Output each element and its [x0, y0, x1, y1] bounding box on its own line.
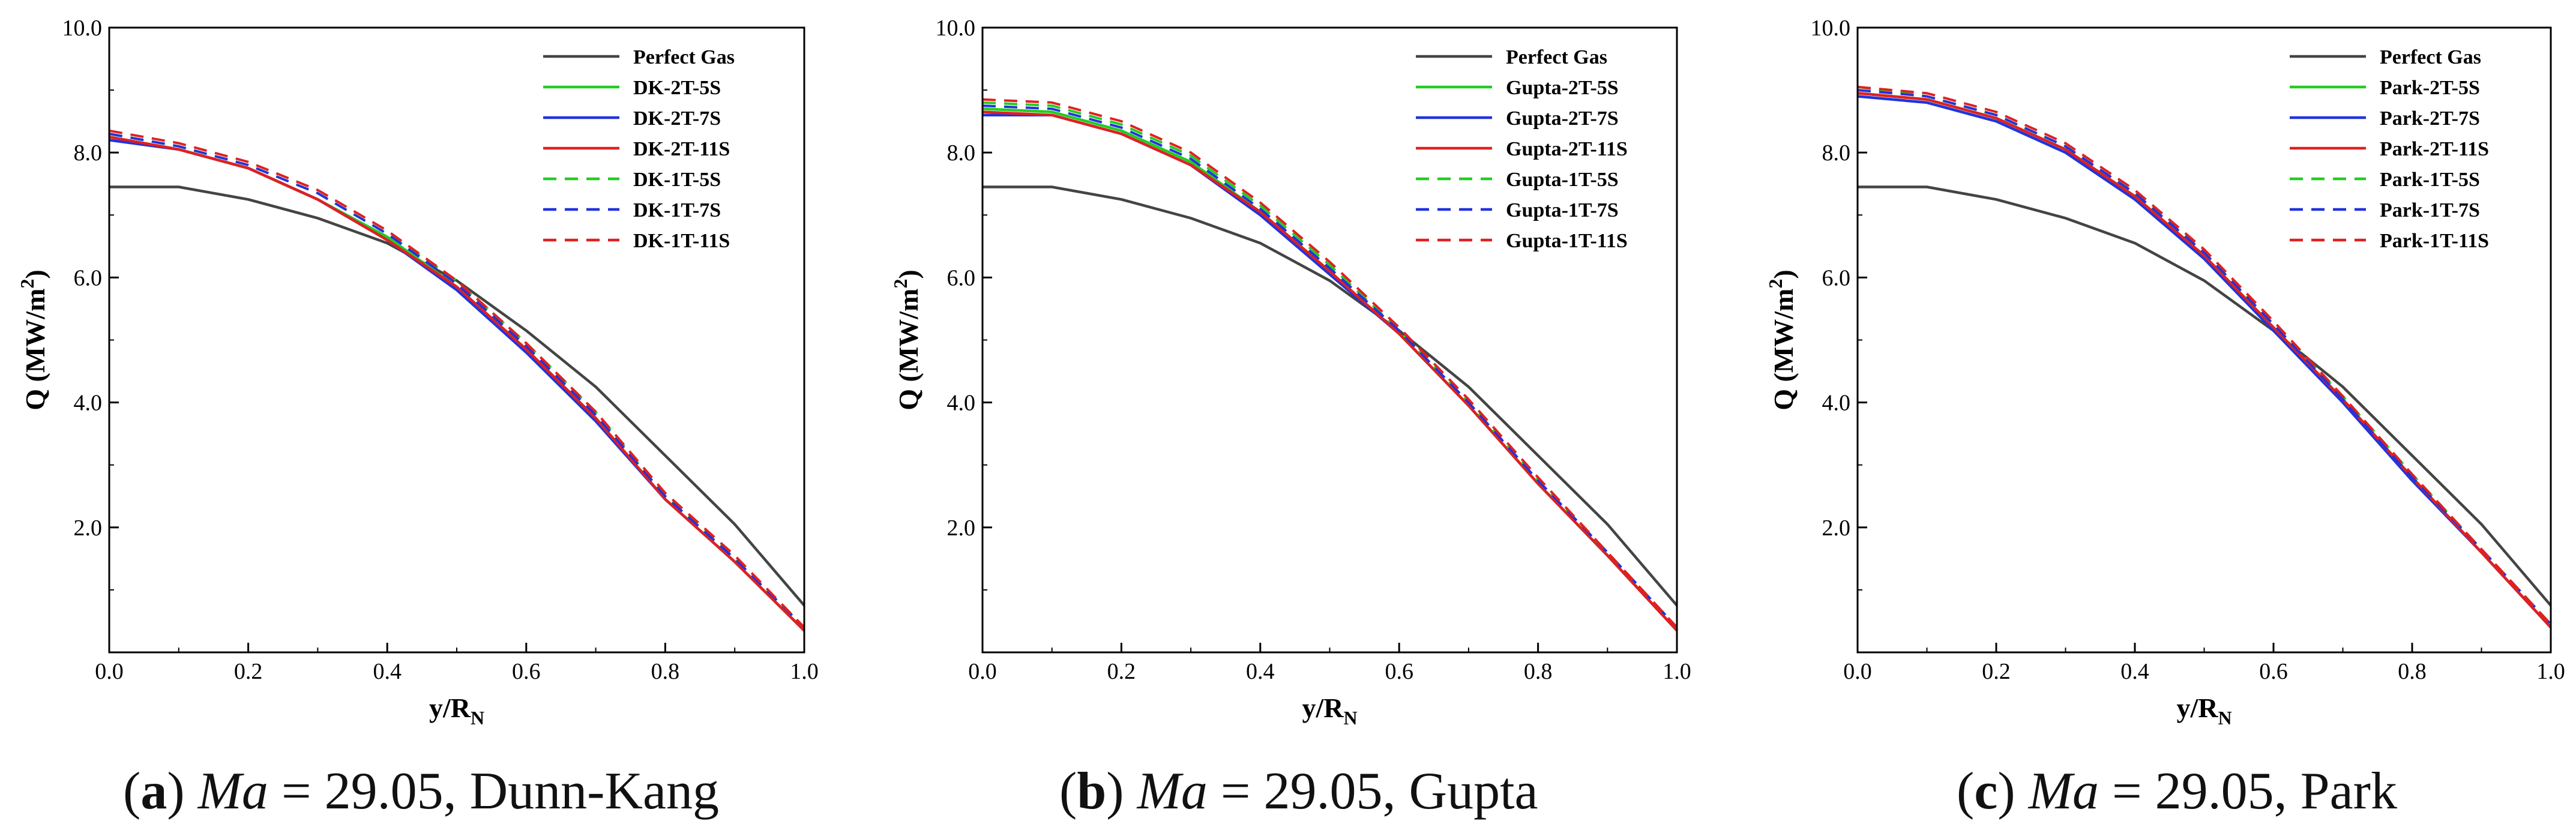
y-tick-label: 6.0	[947, 265, 976, 290]
legend-label: DK-1T-7S	[633, 199, 721, 221]
x-tick-label: 0.2	[1982, 659, 2011, 684]
legend-label: Perfect Gas	[633, 46, 735, 68]
legend-label: Park-1T-7S	[2380, 199, 2480, 221]
x-tick-label: 0.2	[1107, 659, 1136, 684]
y-tick-label: 4.0	[947, 391, 976, 416]
x-axis-label: y/RN	[1302, 693, 1357, 729]
x-tick-label: 0.0	[1843, 659, 1872, 684]
x-axis-label: y/RN	[2176, 693, 2231, 729]
legend-label: Gupta-1T-7S	[1506, 199, 1619, 221]
x-tick-label: 0.2	[234, 659, 263, 684]
x-tick-label: 0.4	[373, 659, 402, 684]
plot-frame	[981, 26, 1678, 654]
legend-label: DK-2T-7S	[633, 107, 721, 130]
y-tick-label: 10.0	[1811, 16, 1851, 41]
caption-b: (b) Ma = 29.05, Gupta	[1059, 762, 1538, 820]
x-tick-label: 0.8	[651, 659, 680, 684]
series-line-gupta-1t-5s	[982, 101, 1678, 628]
series-line-park-2t-11s	[1857, 92, 2552, 628]
x-tick-label: 1.0	[2536, 659, 2565, 684]
series-line-dk-1t-11s	[109, 129, 805, 628]
y-tick-label: 4.0	[74, 391, 103, 416]
legend-label: Gupta-2T-7S	[1506, 107, 1619, 130]
y-tick-label: 8.0	[947, 140, 976, 166]
series-line-park-2t-7s	[1857, 95, 2552, 628]
x-tick-label: 0.0	[968, 659, 997, 684]
y-axis-label: Q (MW/m2)	[889, 269, 924, 410]
y-tick-label: 2.0	[1822, 516, 1851, 541]
series-line-dk-2t-11s	[109, 135, 805, 632]
legend-label: Park-1T-11S	[2380, 230, 2489, 252]
legend-label: Park-1T-5S	[2380, 169, 2480, 191]
chart-panel-2: 0.0 0.2 0.4 0.6 0.8 1.0 2.0 4.0 6.0 8.0 10.0 Perfec…	[1765, 16, 2565, 729]
y-tick-label: 4.0	[1822, 391, 1851, 416]
legend-label: Perfect Gas	[2380, 46, 2481, 68]
y-tick-label: 6.0	[74, 265, 103, 290]
caption-a: (a) Ma = 29.05, Dunn-Kang	[123, 762, 720, 820]
x-tick-label: 0.0	[95, 659, 124, 684]
series-line-park-1t-11s	[1857, 85, 2552, 625]
x-tick-label: 0.6	[2259, 659, 2288, 684]
series-line-perfect gas	[1858, 185, 2552, 607]
x-tick-label: 1.0	[790, 659, 819, 684]
chart-panel-0: 0.0 0.2 0.4 0.6 0.8 1.0 2.0 4.0 6.0 8.0 10.0 Perfec…	[16, 16, 819, 729]
x-axis-label: y/RN	[429, 693, 484, 729]
legend-label: DK-2T-5S	[633, 77, 721, 99]
chart-panel-1: 0.0 0.2 0.4 0.6 0.8 1.0 2.0 4.0 6.0 8.0 10.0 Perfec…	[889, 16, 1691, 729]
x-tick-label: 0.6	[512, 659, 541, 684]
y-tick-label: 6.0	[1822, 265, 1851, 290]
series-line-gupta-2t-11s	[982, 110, 1678, 632]
x-tick-label: 0.4	[1246, 659, 1275, 684]
legend-label: DK-1T-11S	[633, 230, 730, 252]
series-line-perfect gas	[983, 185, 1678, 607]
plot-frame	[1856, 26, 2552, 654]
x-tick-label: 1.0	[1663, 659, 1691, 684]
y-tick-label: 8.0	[74, 140, 103, 166]
legend-label: DK-2T-11S	[633, 138, 730, 160]
legend-label: Perfect Gas	[1506, 46, 1607, 68]
x-tick-label: 0.8	[1524, 659, 1553, 684]
y-tick-label: 10.0	[62, 16, 103, 41]
series-line-park-1t-5s	[1857, 85, 2552, 625]
plot-frame	[108, 26, 805, 654]
y-tick-label: 2.0	[947, 516, 976, 541]
legend-label: Gupta-1T-5S	[1506, 169, 1619, 191]
y-axis-label: Q (MW/m2)	[16, 269, 50, 410]
legend-label: Gupta-1T-11S	[1506, 230, 1628, 252]
caption-c: (c) Ma = 29.05, Park	[1957, 762, 2397, 820]
y-tick-label: 2.0	[74, 516, 103, 541]
legend-label: Gupta-2T-5S	[1506, 77, 1619, 99]
series-line-gupta-1t-7s	[982, 104, 1678, 628]
y-tick-label: 8.0	[1822, 140, 1851, 166]
legend-label: Park-2T-11S	[2380, 138, 2489, 160]
series-line-perfect gas	[109, 185, 805, 607]
legend-label: Park-2T-5S	[2380, 77, 2480, 99]
y-tick-label: 10.0	[936, 16, 976, 41]
x-tick-label: 0.4	[2120, 659, 2149, 684]
y-axis-label: Q (MW/m2)	[1765, 269, 1799, 410]
legend-label: DK-1T-5S	[633, 169, 721, 191]
series-line-gupta-1t-11s	[982, 98, 1678, 628]
legend-label: Park-2T-7S	[2380, 107, 2480, 130]
x-tick-label: 0.8	[2398, 659, 2427, 684]
series-line-dk-1t-7s	[109, 133, 805, 628]
x-tick-label: 0.6	[1385, 659, 1413, 684]
series-line-park-1t-7s	[1857, 89, 2552, 625]
legend-label: Gupta-2T-11S	[1506, 138, 1628, 160]
